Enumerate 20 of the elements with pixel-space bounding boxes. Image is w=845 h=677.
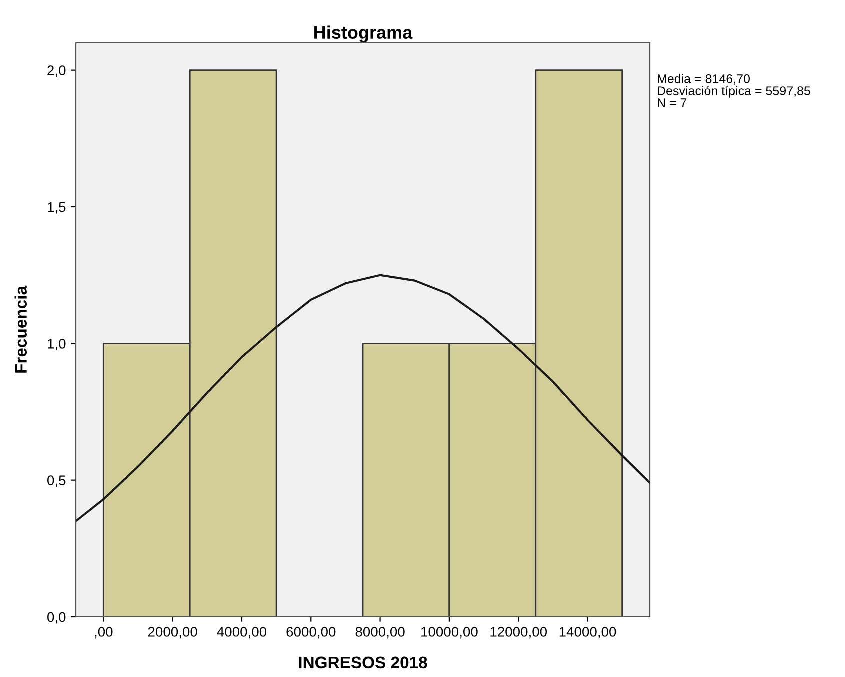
y-tick-label: 0,5 <box>48 476 66 488</box>
x-tick-label: 2000,00 <box>148 627 198 639</box>
text: Media = 8146,70 <box>658 74 750 85</box>
line-series <box>76 274 650 522</box>
x-tick-label: 8000,00 <box>356 627 405 639</box>
x-tick-label: 6000,00 <box>286 627 336 639</box>
x-tick-label: 4000,00 <box>217 627 267 639</box>
y-axis-title: Frecuencia <box>14 286 28 373</box>
x-tick-label: ,00 <box>95 627 113 639</box>
chart-title: Histograma <box>314 26 413 43</box>
text: N = 7 <box>658 98 687 108</box>
text: Desviación típica = 5597,85 <box>658 86 810 98</box>
y-tick-label: 1,0 <box>48 339 66 350</box>
y-tick-label: 1,5 <box>48 202 66 214</box>
x-tick-label: 12000,00 <box>490 627 548 639</box>
x-axis-title: INGRESOS 2018 <box>299 656 428 669</box>
x-tick-label: 14000,00 <box>560 627 616 639</box>
x-tick-label: 10000,00 <box>422 627 478 639</box>
y-tick-label: 2,0 <box>48 66 66 78</box>
y-tick-label: 0,0 <box>48 612 66 624</box>
